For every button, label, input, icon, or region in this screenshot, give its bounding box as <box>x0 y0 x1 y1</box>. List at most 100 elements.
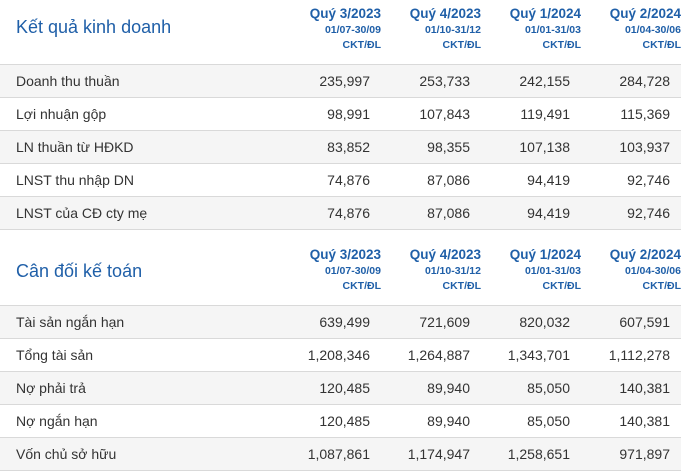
column-range: 01/01-31/03 <box>524 24 581 36</box>
row-value: 253,733 <box>419 73 470 89</box>
column-quarter: Quý 2/2024 <box>609 247 681 262</box>
row-label: Vốn chủ sở hữu <box>16 446 117 462</box>
column-audit: CKT/ĐL <box>442 39 482 51</box>
row-value: 103,937 <box>619 139 670 155</box>
column-range: 01/10-31/12 <box>424 265 481 277</box>
column-quarter: Quý 1/2024 <box>509 6 581 21</box>
column-quarter: Quý 2/2024 <box>609 6 681 21</box>
column-audit: CKT/ĐL <box>342 280 382 292</box>
column-range: 01/04-30/06 <box>624 24 681 36</box>
row-value: 85,050 <box>527 380 570 396</box>
column-header: Quý 4/2023 01/10-31/12 CKT/ĐL <box>381 6 481 51</box>
column-quarter: Quý 4/2023 <box>409 247 481 262</box>
row-value: 820,032 <box>519 314 570 330</box>
row-value: 83,852 <box>327 139 370 155</box>
row-value: 607,591 <box>619 314 670 330</box>
column-range: 01/07-30/09 <box>324 24 381 36</box>
row-value: 1,264,887 <box>407 347 470 363</box>
column-quarter: Quý 4/2023 <box>409 6 481 21</box>
column-audit: CKT/ĐL <box>442 280 482 292</box>
column-quarter: Quý 3/2023 <box>309 6 381 21</box>
table-row: Vốn chủ sở hữu 1,087,861 1,174,947 1,258… <box>0 437 681 471</box>
row-value: 89,940 <box>427 413 470 429</box>
row-value: 1,087,861 <box>307 446 370 462</box>
column-header: Quý 3/2023 01/07-30/09 CKT/ĐL <box>281 6 381 51</box>
row-label: LNST thu nhập DN <box>16 172 135 188</box>
column-range: 01/10-31/12 <box>424 24 481 36</box>
row-label: Lợi nhuận gộp <box>16 106 107 122</box>
row-value: 107,843 <box>419 106 470 122</box>
column-header: Quý 1/2024 01/01-31/03 CKT/ĐL <box>481 247 581 292</box>
column-range: 01/01-31/03 <box>524 265 581 277</box>
table-row: Lợi nhuận gộp 98,991 107,843 119,491 115… <box>0 97 681 130</box>
row-value: 94,419 <box>527 172 570 188</box>
row-value: 74,876 <box>327 172 370 188</box>
income-table: Doanh thu thuần 235,997 253,733 242,155 … <box>0 64 681 230</box>
balance-table: Tài sản ngắn hạn 639,499 721,609 820,032… <box>0 305 681 471</box>
row-value: 140,381 <box>619 380 670 396</box>
row-value: 87,086 <box>427 205 470 221</box>
row-label: Nợ ngắn hạn <box>16 413 98 429</box>
table-row: Nợ ngắn hạn 120,485 89,940 85,050 140,38… <box>0 404 681 437</box>
column-header: Quý 2/2024 01/04-30/06 CKT/ĐL <box>581 6 681 51</box>
row-value: 94,419 <box>527 205 570 221</box>
column-audit: CKT/ĐL <box>642 39 681 51</box>
column-range: 01/07-30/09 <box>324 265 381 277</box>
column-audit: CKT/ĐL <box>542 280 582 292</box>
column-audit: CKT/ĐL <box>342 39 382 51</box>
row-value: 242,155 <box>519 73 570 89</box>
row-value: 1,174,947 <box>407 446 470 462</box>
row-value: 120,485 <box>319 380 370 396</box>
row-label: LNST của CĐ cty mẹ <box>16 205 148 221</box>
row-value: 140,381 <box>619 413 670 429</box>
row-value: 1,208,346 <box>307 347 370 363</box>
column-range: 01/04-30/06 <box>624 265 681 277</box>
row-label: LN thuần từ HĐKD <box>16 139 134 155</box>
row-label: Tài sản ngắn hạn <box>16 314 125 330</box>
column-audit: CKT/ĐL <box>642 280 681 292</box>
row-value: 107,138 <box>519 139 570 155</box>
row-value: 92,746 <box>627 205 670 221</box>
column-header: Quý 2/2024 01/04-30/06 CKT/ĐL <box>581 247 681 292</box>
row-label: Doanh thu thuần <box>16 73 120 89</box>
table-row: Tổng tài sản 1,208,346 1,264,887 1,343,7… <box>0 338 681 371</box>
balance-sheet-section: Cân đối kế toán Quý 3/2023 01/07-30/09 C… <box>0 230 681 471</box>
row-value: 1,258,651 <box>507 446 570 462</box>
row-value: 120,485 <box>319 413 370 429</box>
row-value: 639,499 <box>319 314 370 330</box>
column-audit: CKT/ĐL <box>542 39 582 51</box>
row-value: 284,728 <box>619 73 670 89</box>
balance-columns: Quý 3/2023 01/07-30/09 CKT/ĐL Quý 4/2023… <box>281 247 681 292</box>
table-row: LNST của CĐ cty mẹ 74,876 87,086 94,419 … <box>0 196 681 230</box>
row-value: 85,050 <box>527 413 570 429</box>
column-quarter: Quý 1/2024 <box>509 247 581 262</box>
row-value: 115,369 <box>620 106 670 122</box>
row-value: 89,940 <box>427 380 470 396</box>
income-statement-section: Kết quả kinh doanh Quý 3/2023 01/07-30/0… <box>0 0 681 230</box>
table-row: Doanh thu thuần 235,997 253,733 242,155 … <box>0 64 681 97</box>
row-label: Nợ phải trả <box>16 380 86 396</box>
row-value: 235,997 <box>319 73 370 89</box>
table-row: LN thuần từ HĐKD 83,852 98,355 107,138 1… <box>0 130 681 163</box>
row-value: 119,491 <box>520 106 570 122</box>
row-value: 721,609 <box>419 314 470 330</box>
income-header: Kết quả kinh doanh Quý 3/2023 01/07-30/0… <box>0 6 681 64</box>
row-value: 1,343,701 <box>507 347 570 363</box>
row-value: 98,991 <box>327 106 370 122</box>
column-header: Quý 3/2023 01/07-30/09 CKT/ĐL <box>281 247 381 292</box>
column-header: Quý 1/2024 01/01-31/03 CKT/ĐL <box>481 6 581 51</box>
table-row: Nợ phải trả 120,485 89,940 85,050 140,38… <box>0 371 681 404</box>
row-value: 971,897 <box>619 446 670 462</box>
balance-title: Cân đối kế toán <box>16 261 143 281</box>
column-header: Quý 4/2023 01/10-31/12 CKT/ĐL <box>381 247 481 292</box>
income-columns: Quý 3/2023 01/07-30/09 CKT/ĐL Quý 4/2023… <box>281 6 681 51</box>
row-value: 74,876 <box>327 205 370 221</box>
income-title: Kết quả kinh doanh <box>16 17 172 37</box>
row-label: Tổng tài sản <box>16 347 94 363</box>
table-row: Tài sản ngắn hạn 639,499 721,609 820,032… <box>0 305 681 338</box>
table-row: LNST thu nhập DN 74,876 87,086 94,419 92… <box>0 163 681 196</box>
row-value: 98,355 <box>427 139 470 155</box>
column-quarter: Quý 3/2023 <box>309 247 381 262</box>
row-value: 87,086 <box>427 172 470 188</box>
row-value: 1,112,278 <box>608 347 670 363</box>
